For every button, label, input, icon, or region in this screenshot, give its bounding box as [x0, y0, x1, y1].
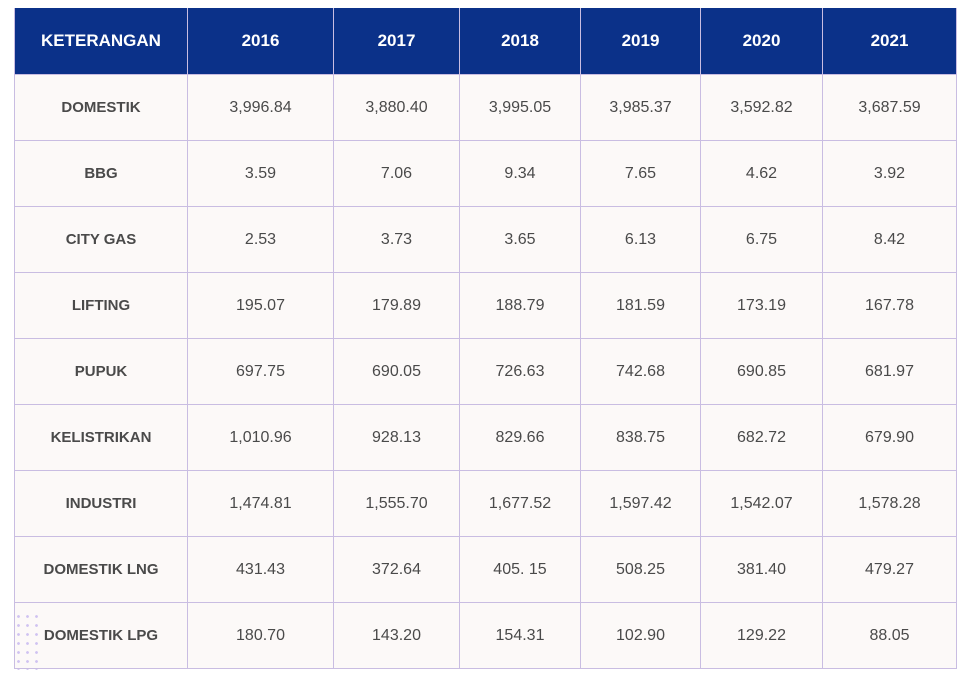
table-cell: 1,578.28	[822, 470, 957, 537]
table-cell: 7.06	[333, 140, 460, 207]
table-cell: 3,592.82	[700, 74, 823, 141]
table-body: DOMESTIK 3,996.84 3,880.40 3,995.05 3,985.37…	[14, 74, 957, 669]
table-cell: 405. 15	[459, 536, 581, 603]
table-cell: 3,995.05	[459, 74, 581, 141]
table-cell: 1,597.42	[580, 470, 701, 537]
decorative-dot-pattern	[14, 612, 40, 670]
table-cell: 6.75	[700, 206, 823, 273]
header-year-2017: 2017	[333, 8, 460, 75]
table-cell: 381.40	[700, 536, 823, 603]
header-year-2021: 2021	[822, 8, 957, 75]
table-row: PUPUK 697.75 690.05 726.63 742.68 690.85 681.9…	[14, 338, 957, 405]
table-cell: 2.53	[187, 206, 334, 273]
row-label: DOMESTIK LPG	[14, 602, 188, 669]
table-cell: 829.66	[459, 404, 581, 471]
table-cell: 479.27	[822, 536, 957, 603]
table-row: LIFTING 195.07 179.89 188.79 181.59 173.19 167…	[14, 272, 957, 339]
table-cell: 102.90	[580, 602, 701, 669]
table-cell: 681.97	[822, 338, 957, 405]
table-cell: 179.89	[333, 272, 460, 339]
table-cell: 1,542.07	[700, 470, 823, 537]
table-cell: 7.65	[580, 140, 701, 207]
table-cell: 3,880.40	[333, 74, 460, 141]
table-header: KETERANGAN 2016 2017 2018 2019 2020 2021	[14, 8, 957, 75]
table-cell: 690.85	[700, 338, 823, 405]
table-cell: 154.31	[459, 602, 581, 669]
table-cell: 726.63	[459, 338, 581, 405]
header-year-2020: 2020	[700, 8, 823, 75]
table-cell: 1,474.81	[187, 470, 334, 537]
table-row: DOMESTIK 3,996.84 3,880.40 3,995.05 3,985.37…	[14, 74, 957, 141]
table-cell: 3.92	[822, 140, 957, 207]
table-cell: 742.68	[580, 338, 701, 405]
row-label: DOMESTIK LNG	[14, 536, 188, 603]
table-cell: 682.72	[700, 404, 823, 471]
row-label: PUPUK	[14, 338, 188, 405]
table-cell: 928.13	[333, 404, 460, 471]
table-cell: 181.59	[580, 272, 701, 339]
table-row: DOMESTIK LPG 180.70 143.20 154.31 102.90 129.…	[14, 602, 957, 669]
table-cell: 173.19	[700, 272, 823, 339]
header-year-2016: 2016	[187, 8, 334, 75]
table-cell: 431.43	[187, 536, 334, 603]
header-row: KETERANGAN 2016 2017 2018 2019 2020 2021	[14, 8, 957, 75]
table-cell: 4.62	[700, 140, 823, 207]
table-cell: 3,996.84	[187, 74, 334, 141]
table-cell: 1,555.70	[333, 470, 460, 537]
table-cell: 3.73	[333, 206, 460, 273]
table-row: CITY GAS 2.53 3.73 3.65 6.13 6.75 8.42	[14, 206, 957, 273]
table-cell: 9.34	[459, 140, 581, 207]
table-cell: 195.07	[187, 272, 334, 339]
row-label: CITY GAS	[14, 206, 188, 273]
table-cell: 1,677.52	[459, 470, 581, 537]
header-year-2018: 2018	[459, 8, 581, 75]
data-table: KETERANGAN 2016 2017 2018 2019 2020 2021 DOMES…	[14, 8, 957, 669]
table-cell: 8.42	[822, 206, 957, 273]
table-cell: 372.64	[333, 536, 460, 603]
header-label-column: KETERANGAN	[14, 8, 188, 75]
row-label: BBG	[14, 140, 188, 207]
table-cell: 508.25	[580, 536, 701, 603]
table-row: KELISTRIKAN 1,010.96 928.13 829.66 838.75 682…	[14, 404, 957, 471]
table-cell: 3.59	[187, 140, 334, 207]
table-cell: 3,985.37	[580, 74, 701, 141]
table-cell: 129.22	[700, 602, 823, 669]
table-cell: 188.79	[459, 272, 581, 339]
table-row: INDUSTRI 1,474.81 1,555.70 1,677.52 1,597.42…	[14, 470, 957, 537]
table-row: DOMESTIK LNG 431.43 372.64 405. 15 508.25 381…	[14, 536, 957, 603]
table-cell: 838.75	[580, 404, 701, 471]
table-cell: 690.05	[333, 338, 460, 405]
table-cell: 167.78	[822, 272, 957, 339]
table-cell: 6.13	[580, 206, 701, 273]
table-cell: 679.90	[822, 404, 957, 471]
row-label: INDUSTRI	[14, 470, 188, 537]
row-label: DOMESTIK	[14, 74, 188, 141]
table-cell: 143.20	[333, 602, 460, 669]
table-cell: 697.75	[187, 338, 334, 405]
table-row: BBG 3.59 7.06 9.34 7.65 4.62 3.92	[14, 140, 957, 207]
header-year-2019: 2019	[580, 8, 701, 75]
row-label: LIFTING	[14, 272, 188, 339]
table-cell: 1,010.96	[187, 404, 334, 471]
table-cell: 3,687.59	[822, 74, 957, 141]
table-cell: 3.65	[459, 206, 581, 273]
data-table-container: KETERANGAN 2016 2017 2018 2019 2020 2021 DOMES…	[14, 8, 957, 669]
table-cell: 180.70	[187, 602, 334, 669]
table-cell: 88.05	[822, 602, 957, 669]
row-label: KELISTRIKAN	[14, 404, 188, 471]
